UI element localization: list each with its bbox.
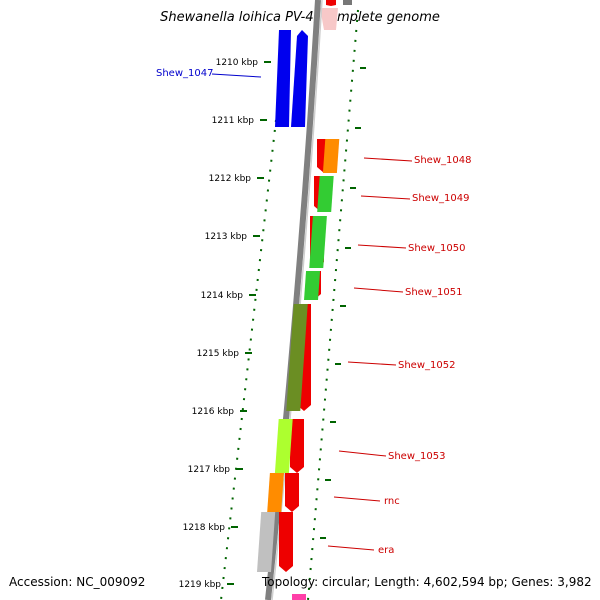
- genome-summary: Topology: circular; Length: 4,602,594 bp…: [262, 575, 592, 589]
- gene-labels: Shew_1047 Shew_1048 Shew_1049 Shew_1050 Shew…: [156, 68, 471, 556]
- gene-label-Shew_1051[interactable]: Shew_1051: [405, 287, 462, 298]
- gene-label-leader: [363, 157, 413, 162]
- gene-features: [257, 30, 340, 572]
- gene-era-feature: [279, 512, 293, 572]
- top-gene-fragment-red: [326, 0, 336, 6]
- gene-Shew_1049-cog-block: [317, 176, 334, 212]
- gene-label-leader: [357, 244, 407, 249]
- scale-tick-label: 1219 kbp: [179, 580, 222, 590]
- scale-tick-label: 1215 kbp: [197, 349, 240, 359]
- gene-label-leader: [347, 361, 397, 366]
- scale-tick-label: 1218 kbp: [183, 523, 226, 533]
- gene-label-leader: [338, 450, 387, 457]
- gene-label-leader: [360, 195, 411, 200]
- gene-label-leader: [211, 73, 262, 78]
- gene-label-era[interactable]: era: [378, 545, 394, 556]
- top-gene-fragment: [343, 0, 352, 5]
- gene-Shew_1051-cog-block: [304, 271, 321, 300]
- scale-tick-label: 1217 kbp: [188, 465, 231, 475]
- scale-tick-label: 1212 kbp: [209, 174, 252, 184]
- gene-Shew_1048-cog-block: [322, 139, 340, 173]
- accession-text: Accession: NC_009092: [9, 575, 146, 589]
- scale-ticks: 1210 kbp 1211 kbp 1212 kbp 1213 kbp 1214 kbp…: [179, 58, 366, 590]
- map-title: Shewanella loihica PV-4, complete genome: [160, 10, 440, 25]
- backbone-line: [265, 0, 321, 600]
- scale-tick-label: 1214 kbp: [201, 291, 244, 301]
- gene-Shew_1047-feature-2: [291, 30, 308, 127]
- gene-Shew_1050-cog-block: [309, 216, 327, 268]
- scale-tick-label: 1210 kbp: [216, 58, 259, 68]
- gene-Shew_1052-cog-block: [286, 304, 308, 411]
- gene-label-rnc[interactable]: rnc: [384, 496, 400, 507]
- scale-tick-label: 1211 kbp: [212, 116, 255, 126]
- bottom-gene-fragment-pink: [292, 594, 306, 600]
- gene-label-leader: [333, 496, 381, 502]
- gene-Shew_1053-cog-block: [274, 419, 293, 473]
- scale-tick-label: 1213 kbp: [205, 232, 248, 242]
- gene-label-Shew_1050[interactable]: Shew_1050: [408, 243, 465, 254]
- top-gene-fragment-pink: [320, 8, 338, 30]
- map-decorations: [292, 0, 352, 600]
- gene-rnc-cog-block: [267, 473, 284, 512]
- inner-dotted-guide: [220, 119, 277, 600]
- gene-label-Shew_1052[interactable]: Shew_1052: [398, 360, 455, 371]
- dotted-guides: [220, 9, 359, 600]
- gene-era-cog-block: [257, 512, 276, 572]
- scale-tick-label: 1216 kbp: [192, 407, 235, 417]
- gene-label-Shew_1048[interactable]: Shew_1048: [414, 155, 471, 166]
- gene-Shew_1047-feature: [275, 30, 291, 127]
- gene-rnc-feature: [285, 473, 299, 512]
- gene-label-Shew_1049[interactable]: Shew_1049: [412, 193, 469, 204]
- gene-label-leader: [327, 545, 375, 551]
- gene-label-leader: [353, 287, 404, 293]
- gene-label-Shew_1053[interactable]: Shew_1053: [388, 451, 445, 462]
- gene-label-Shew_1047[interactable]: Shew_1047: [156, 68, 213, 79]
- gene-Shew_1053-feature: [290, 419, 304, 473]
